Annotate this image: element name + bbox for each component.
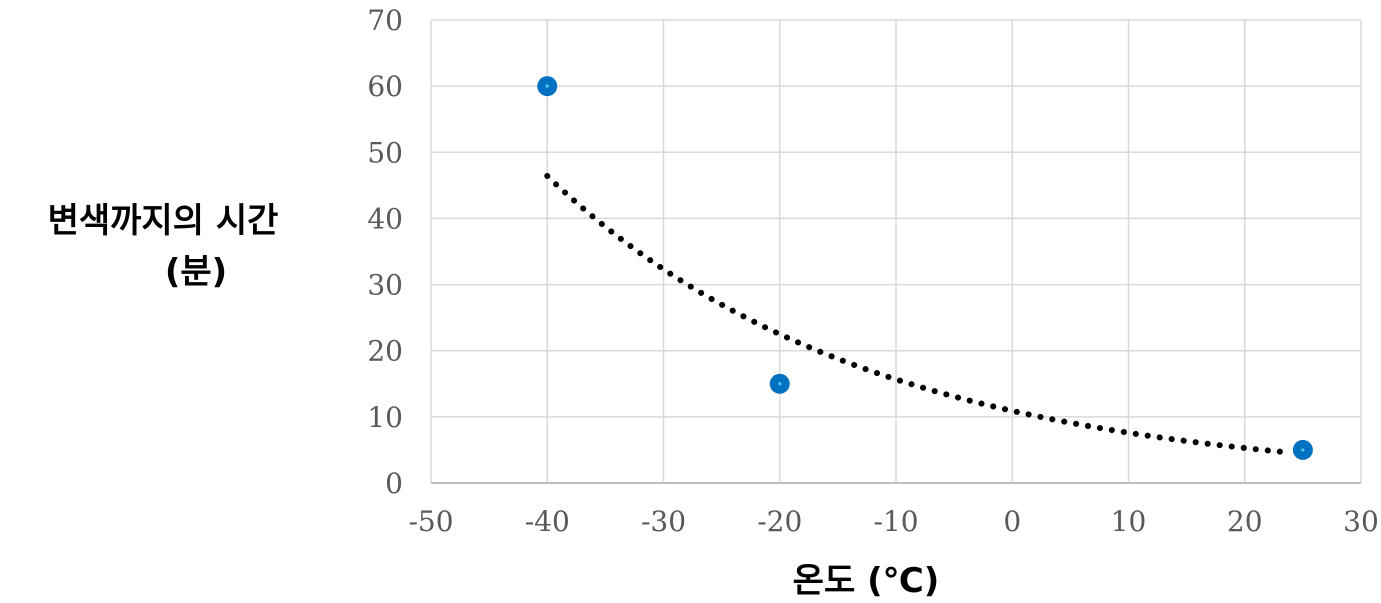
y-axis-title-line-1: 변색까지의 시간 xyxy=(48,201,279,241)
y-axis-title-line-2: (분) xyxy=(165,252,227,292)
x-tick-label: -40 xyxy=(525,505,570,538)
y-tick-label: 60 xyxy=(367,70,403,103)
data-point-highlight xyxy=(545,84,549,88)
y-tick-label: 0 xyxy=(385,467,403,500)
x-tick-label: 10 xyxy=(1111,505,1147,538)
x-tick-label: -50 xyxy=(408,505,453,538)
trendline xyxy=(544,172,1295,456)
data-point-highlight xyxy=(1301,448,1305,452)
x-tick-label: 0 xyxy=(1003,505,1021,538)
trendline-path xyxy=(544,172,1295,456)
data-point-highlight xyxy=(778,382,782,386)
y-tick-label: 40 xyxy=(367,202,403,235)
y-tick-label: 10 xyxy=(367,401,403,434)
x-tick-label: 20 xyxy=(1227,505,1263,538)
data-points xyxy=(537,76,1313,460)
gridlines xyxy=(430,19,1362,483)
x-tick-label: -30 xyxy=(641,505,686,538)
tick-labels: 0 10 20 30 40 50 60 70 -50 -40 -30 -20 -10 0 10 20 30 xyxy=(367,4,1378,538)
x-tick-label: -20 xyxy=(757,505,802,538)
x-tick-label: 30 xyxy=(1343,505,1379,538)
y-tick-label: 50 xyxy=(367,136,403,169)
y-tick-label: 20 xyxy=(367,335,403,368)
y-tick-label: 70 xyxy=(367,4,403,37)
x-tick-label: -10 xyxy=(873,505,918,538)
x-axis-title: 온도 (℃) xyxy=(793,561,940,601)
y-tick-label: 30 xyxy=(367,269,403,302)
